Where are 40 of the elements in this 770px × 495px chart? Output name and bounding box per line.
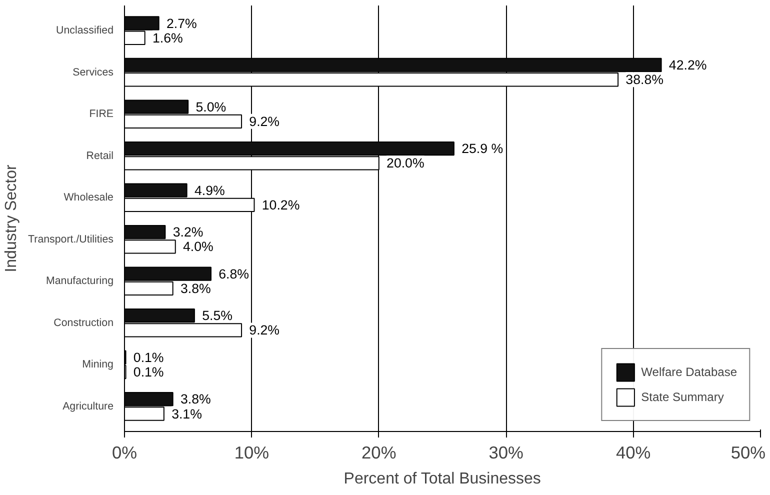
data-label: 10.2% xyxy=(262,197,300,212)
data-label: 0.1% xyxy=(133,364,164,380)
y-tick-label: Unclassified xyxy=(56,24,114,37)
y-tick-label: Agriculture xyxy=(62,400,114,412)
x-tick-label: 0% xyxy=(112,442,138,462)
legend-label: State Summary xyxy=(641,390,724,404)
data-label: 4.0% xyxy=(183,239,214,254)
y-tick-label: Wholesale xyxy=(64,192,114,204)
x-tick-label: 40% xyxy=(616,442,651,462)
x-tick-label: 30% xyxy=(488,442,524,462)
data-label: 25.9 % xyxy=(462,141,504,156)
x-tick-label: 20% xyxy=(362,442,396,462)
legend-label: Welfare Database xyxy=(641,365,737,379)
y-tick-label: Manufacturing xyxy=(46,275,114,288)
data-label: 5.5% xyxy=(202,308,233,324)
data-label: 9.2% xyxy=(249,114,280,129)
y-tick-label: Construction xyxy=(54,316,114,329)
data-label: 3.2% xyxy=(172,224,204,240)
data-label: 1.6% xyxy=(152,30,184,46)
data-label: 3.8% xyxy=(180,392,211,407)
y-tick-label: FIRE xyxy=(89,108,114,120)
data-label: 38.8% xyxy=(626,72,664,88)
y-tick-label: Services xyxy=(72,66,114,78)
y-tick-label: Mining xyxy=(82,358,114,371)
data-label: 3.8% xyxy=(180,280,211,296)
y-axis-title: Industry Sector xyxy=(3,164,20,272)
data-label: 42.2% xyxy=(668,58,707,73)
y-tick-label: Retail xyxy=(86,150,114,162)
data-label: 2.7% xyxy=(166,16,198,31)
data-label: 0.1% xyxy=(133,350,164,365)
data-label: 9.2% xyxy=(249,322,280,338)
data-label: 4.9% xyxy=(194,182,225,198)
y-tick-label: Transport./Utilities xyxy=(28,233,114,246)
data-label: 3.1% xyxy=(172,406,202,422)
data-label: 6.8% xyxy=(218,266,250,282)
x-axis-title: Percent of Total Businesses xyxy=(344,470,541,488)
data-label: 20.0% xyxy=(386,156,424,171)
x-tick-label: 10% xyxy=(234,442,270,462)
x-tick-label: 50% xyxy=(730,442,766,462)
data-label: 5.0% xyxy=(196,99,226,114)
